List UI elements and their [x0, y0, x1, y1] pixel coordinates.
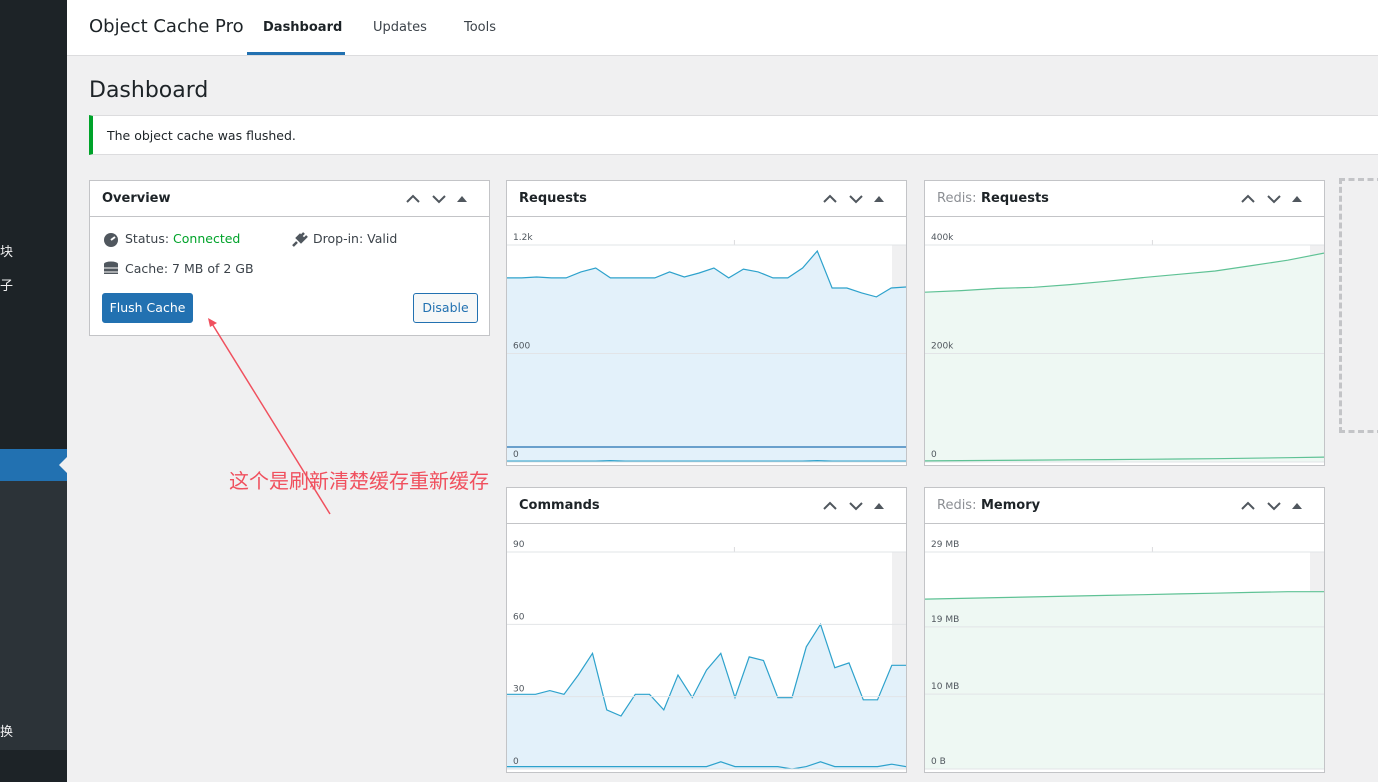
- y-tick-label: 600: [513, 342, 530, 352]
- widget-title: Requests: [981, 191, 1049, 206]
- widget-header: Commands: [507, 488, 906, 524]
- sidebar-active-item[interactable]: [0, 449, 67, 481]
- overview-icons: [104, 233, 118, 274]
- annotation-text: 这个是刷新清楚缓存重新缓存: [229, 469, 489, 493]
- series-area: [507, 251, 906, 462]
- sidebar-label[interactable]: 块: [0, 245, 14, 260]
- chart: 0 30 60 90: [507, 540, 906, 770]
- flush-cache-button[interactable]: Flush Cache: [102, 293, 193, 323]
- plug-icon: [292, 232, 308, 247]
- chart: 0 600 1.2k: [507, 233, 906, 463]
- series-area: [925, 253, 1324, 462]
- annotation-arrow: [208, 318, 331, 515]
- series-area: [925, 591, 1324, 769]
- status: Status: Connected: [125, 231, 240, 246]
- y-tick-label: 30: [513, 685, 525, 695]
- y-tick-label: 0: [931, 450, 937, 460]
- sidebar-label[interactable]: 子: [0, 279, 14, 294]
- cache-size: Cache: 7 MB of 2 GB: [125, 261, 254, 276]
- widget-controls[interactable]: [820, 498, 900, 514]
- nav-tab[interactable]: Updates: [373, 20, 427, 35]
- y-tick-label: 0: [513, 757, 519, 767]
- widget-header: Redis: Requests: [925, 181, 1324, 217]
- notice: The object cache was flushed.: [89, 115, 1378, 155]
- series-line: [925, 252, 1324, 293]
- top-nav: Object Cache Pro Dashboard Updates Tools: [67, 0, 1378, 56]
- series-line: [507, 249, 906, 298]
- admin-sidebar: 块 子 换: [0, 0, 67, 782]
- sidebar-section: [0, 481, 67, 750]
- nav-tab[interactable]: Dashboard: [263, 20, 343, 35]
- widget-placeholder: [1339, 178, 1378, 433]
- widget-title-prefix: Redis:: [937, 191, 977, 206]
- series-line: [925, 456, 1324, 462]
- y-tick-label: 1.2k: [513, 233, 533, 243]
- y-tick-label: 400k: [931, 233, 954, 243]
- sidebar-label[interactable]: 换: [0, 725, 14, 740]
- widget-header: Redis: Memory: [925, 488, 1324, 524]
- series-line: [507, 459, 906, 462]
- widget-title: Requests: [519, 191, 587, 206]
- nav-tab[interactable]: Tools: [464, 20, 497, 35]
- status-label: Status:: [125, 231, 170, 246]
- dropin-status: Drop-in: Valid: [313, 231, 398, 246]
- page-title: Dashboard: [89, 78, 209, 103]
- widget-header: Requests: [507, 181, 906, 217]
- disable-button[interactable]: Disable: [413, 293, 478, 323]
- plugin-title: Object Cache Pro: [89, 16, 244, 37]
- y-tick-label: 10 MB: [931, 682, 959, 692]
- y-tick-label: 29 MB: [931, 540, 959, 550]
- chart-widget: Redis: Memory 0 B 10 MB 19 MB 29 MB: [924, 487, 1325, 773]
- y-tick-label: 0 B: [931, 757, 946, 767]
- chart-widget: Commands 0 30 60 90: [506, 487, 907, 773]
- chart-widget: Redis: Requests 0 200k 400k: [924, 180, 1325, 466]
- widget-title: Commands: [519, 498, 600, 513]
- y-tick-label: 200k: [931, 342, 954, 352]
- chart: 0 B 10 MB 19 MB 29 MB: [925, 540, 1324, 770]
- widget-controls[interactable]: [1238, 191, 1318, 207]
- overview-widget: Overview Status: Connected Drop-in: Vali…: [89, 180, 490, 336]
- widget-title: Memory: [981, 498, 1041, 513]
- status-value: Connected: [173, 231, 241, 246]
- series-line: [507, 622, 906, 717]
- y-tick-label: 0: [513, 450, 519, 460]
- y-tick-label: 60: [513, 612, 525, 622]
- chart: 0 200k 400k: [925, 233, 1324, 463]
- active-tab-indicator: [247, 52, 345, 55]
- chart-widget: Requests 0 600 1.2k: [506, 180, 907, 466]
- y-tick-label: 19 MB: [931, 615, 959, 625]
- widget-controls[interactable]: [820, 191, 900, 207]
- widget-controls[interactable]: [1238, 498, 1318, 514]
- series-line: [507, 761, 906, 770]
- widget-title: Overview: [102, 191, 171, 206]
- widget-controls[interactable]: [403, 191, 483, 207]
- widget-title-prefix: Redis:: [937, 498, 977, 513]
- series-line: [925, 591, 1324, 600]
- widget-header: Overview: [90, 181, 489, 217]
- y-tick-label: 90: [513, 540, 525, 550]
